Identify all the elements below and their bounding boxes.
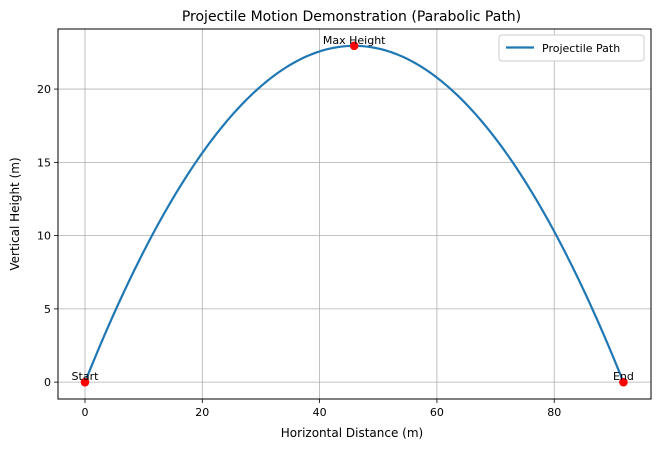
chart-title: Projectile Motion Demonstration (Parabol… — [182, 9, 521, 25]
grid — [58, 29, 651, 399]
markers: Start Max Height End — [72, 34, 634, 387]
ticks: 0 20 40 60 80 0 5 10 15 20 — [37, 83, 561, 419]
x-tick-label: 0 — [81, 406, 88, 419]
y-tick-label: 15 — [37, 156, 51, 169]
x-tick-label: 80 — [547, 406, 561, 419]
annotation-label: Start — [72, 370, 100, 383]
x-tick-label: 60 — [430, 406, 444, 419]
legend-box — [498, 34, 645, 62]
x-tick-label: 20 — [195, 406, 209, 419]
annotation-marker — [349, 41, 359, 51]
x-axis-label: Horizontal Distance (m) — [281, 426, 423, 440]
annotation-marker — [619, 377, 628, 387]
plot-frame — [57, 28, 652, 400]
y-axis-label: Vertical Height (m) — [8, 157, 22, 270]
y-tick-label: 20 — [37, 83, 51, 96]
annotation-label: End — [613, 370, 634, 383]
annotation-label: Max Height — [323, 34, 386, 47]
legend-label: Projectile Path — [542, 42, 620, 55]
y-tick-label: 0 — [44, 376, 51, 389]
x-tick-label: 40 — [313, 406, 327, 419]
annotation-marker — [80, 377, 90, 387]
y-tick-label: 5 — [44, 303, 51, 316]
y-tick-label: 10 — [37, 230, 51, 243]
legend: Projectile Path — [498, 34, 645, 62]
